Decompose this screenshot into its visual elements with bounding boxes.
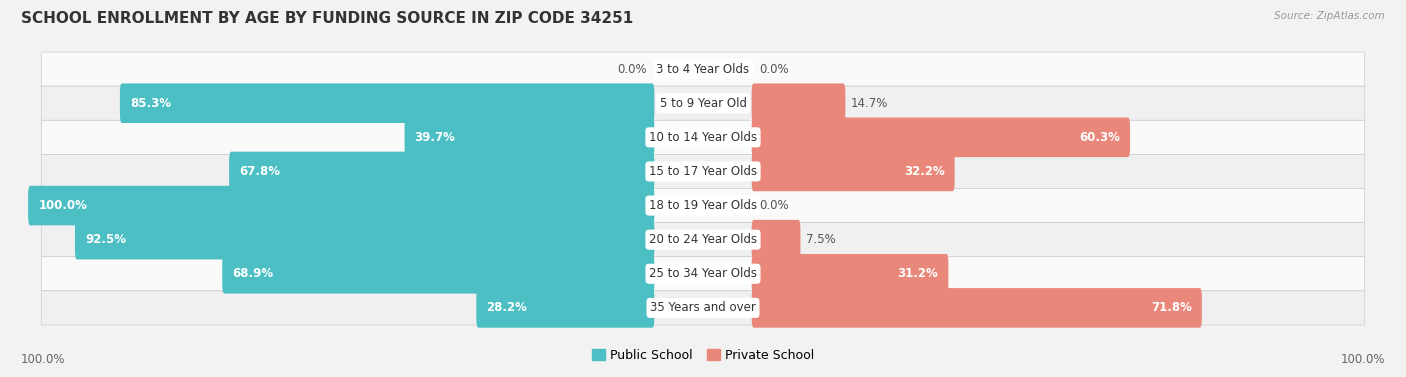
Text: 100.0%: 100.0% [1340,353,1385,366]
FancyBboxPatch shape [41,155,1365,188]
FancyBboxPatch shape [75,220,654,259]
Legend: Public School, Private School: Public School, Private School [588,344,818,367]
Text: 28.2%: 28.2% [486,301,527,314]
Text: 25 to 34 Year Olds: 25 to 34 Year Olds [650,267,756,280]
FancyBboxPatch shape [752,254,949,294]
Text: 68.9%: 68.9% [232,267,274,280]
FancyBboxPatch shape [41,52,1365,86]
Text: 5 to 9 Year Old: 5 to 9 Year Old [659,97,747,110]
FancyBboxPatch shape [41,257,1365,291]
Text: 67.8%: 67.8% [239,165,280,178]
Text: 20 to 24 Year Olds: 20 to 24 Year Olds [650,233,756,246]
FancyBboxPatch shape [41,188,1365,222]
Text: 100.0%: 100.0% [21,353,66,366]
Text: 0.0%: 0.0% [759,63,789,76]
Text: 100.0%: 100.0% [38,199,87,212]
Text: 71.8%: 71.8% [1152,301,1192,314]
FancyBboxPatch shape [120,83,654,123]
Text: 60.3%: 60.3% [1078,131,1121,144]
Text: 31.2%: 31.2% [897,267,938,280]
FancyBboxPatch shape [752,152,955,191]
Text: 0.0%: 0.0% [759,199,789,212]
FancyBboxPatch shape [229,152,654,191]
FancyBboxPatch shape [477,288,654,328]
FancyBboxPatch shape [41,86,1365,120]
FancyBboxPatch shape [28,186,654,225]
FancyBboxPatch shape [752,83,845,123]
FancyBboxPatch shape [405,118,654,157]
FancyBboxPatch shape [752,220,800,259]
Text: SCHOOL ENROLLMENT BY AGE BY FUNDING SOURCE IN ZIP CODE 34251: SCHOOL ENROLLMENT BY AGE BY FUNDING SOUR… [21,11,633,26]
FancyBboxPatch shape [222,254,654,294]
Text: 14.7%: 14.7% [851,97,889,110]
FancyBboxPatch shape [41,222,1365,257]
Text: 92.5%: 92.5% [84,233,127,246]
Text: 39.7%: 39.7% [415,131,456,144]
FancyBboxPatch shape [752,118,1130,157]
Text: 0.0%: 0.0% [617,63,647,76]
Text: 15 to 17 Year Olds: 15 to 17 Year Olds [650,165,756,178]
Text: Source: ZipAtlas.com: Source: ZipAtlas.com [1274,11,1385,21]
Text: 32.2%: 32.2% [904,165,945,178]
Text: 85.3%: 85.3% [129,97,172,110]
FancyBboxPatch shape [41,120,1365,155]
Text: 10 to 14 Year Olds: 10 to 14 Year Olds [650,131,756,144]
Text: 35 Years and over: 35 Years and over [650,301,756,314]
FancyBboxPatch shape [41,291,1365,325]
FancyBboxPatch shape [752,288,1202,328]
Text: 7.5%: 7.5% [806,233,835,246]
Text: 3 to 4 Year Olds: 3 to 4 Year Olds [657,63,749,76]
Text: 18 to 19 Year Olds: 18 to 19 Year Olds [650,199,756,212]
